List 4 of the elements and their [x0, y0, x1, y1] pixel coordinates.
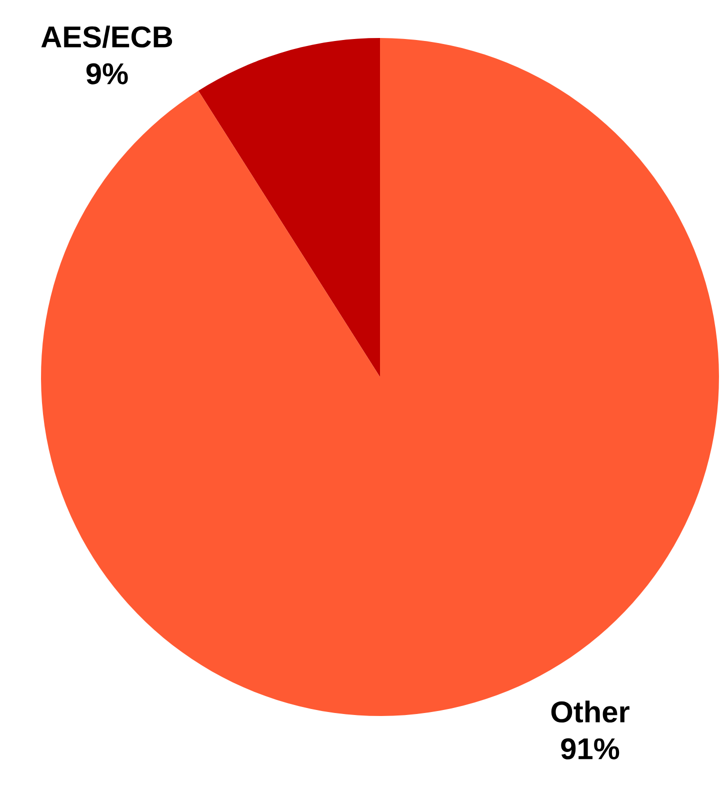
slice-label: Other	[551, 700, 630, 723]
data-label: 9%	[86, 63, 128, 84]
slice-label: AES/ECB	[41, 26, 172, 48]
data-label: 91%	[561, 738, 620, 760]
